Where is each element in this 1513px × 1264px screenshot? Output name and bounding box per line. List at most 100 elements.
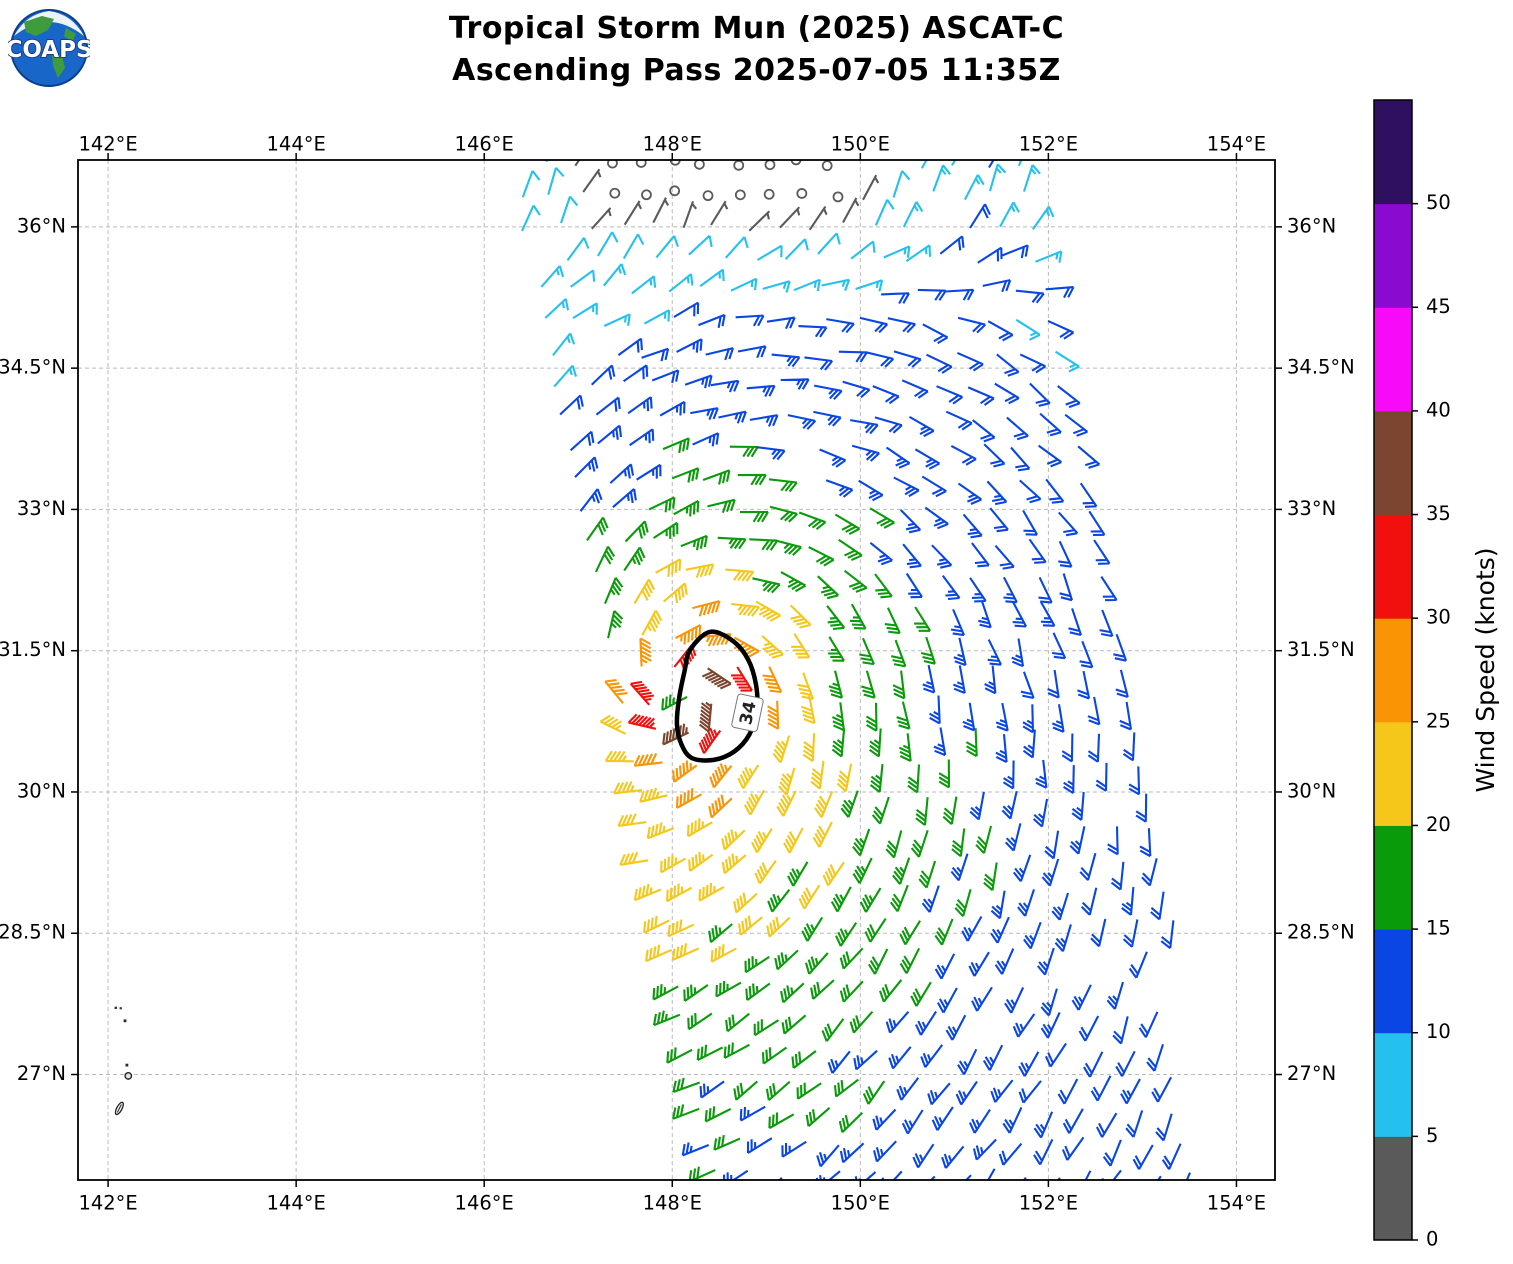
wind-barb <box>688 1166 716 1180</box>
wind-barb <box>892 170 911 198</box>
wind-barb <box>1095 762 1108 792</box>
calm-circle <box>607 160 618 169</box>
wind-barb <box>869 507 895 529</box>
wind-barb <box>793 278 821 292</box>
wind-barb <box>739 510 769 523</box>
wind-barb <box>780 571 807 593</box>
wind-barb <box>1001 244 1029 259</box>
wind-barb <box>671 467 700 483</box>
x-tick-label-top: 142°E <box>78 133 137 156</box>
wind-barb <box>956 351 984 372</box>
wind-barb <box>920 160 928 169</box>
wind-barb <box>1002 1107 1023 1134</box>
wind-barb <box>874 416 903 434</box>
colorbar-band <box>1374 1136 1412 1241</box>
wind-barb <box>816 1144 840 1168</box>
wind-barb <box>708 923 733 943</box>
wind-barb <box>938 759 951 789</box>
wind-barb <box>756 244 783 261</box>
wind-barb <box>1015 289 1045 304</box>
colorbar-axis-label: Wind Speed (knots) <box>1471 547 1500 792</box>
wind-barb <box>851 1171 877 1180</box>
wind-barb <box>951 828 966 858</box>
wind-barb <box>655 558 682 577</box>
wind-barb <box>771 353 801 368</box>
wind-barb <box>1063 765 1075 794</box>
wind-barb <box>648 496 676 513</box>
wind-barb <box>738 915 763 936</box>
wind-barb <box>617 813 647 827</box>
wind-barb <box>673 301 700 318</box>
calm-circle <box>821 160 833 172</box>
wind-barb <box>781 1014 807 1035</box>
wind-barb <box>612 488 637 508</box>
wind-barb <box>739 1105 766 1122</box>
wind-barb <box>619 851 649 866</box>
wind-barb <box>559 394 584 416</box>
wind-barb <box>604 577 624 605</box>
wind-barb <box>547 167 565 195</box>
wind-barb <box>865 351 895 368</box>
wind-barb <box>629 428 655 447</box>
wind-barb <box>869 763 884 793</box>
wind-barb <box>872 1140 897 1163</box>
wind-barb <box>761 1046 788 1065</box>
wind-barb <box>1054 924 1072 952</box>
wind-barb <box>671 943 699 961</box>
wind-barb <box>672 760 698 783</box>
wind-barb <box>789 604 812 629</box>
wind-barb <box>995 702 1009 732</box>
wind-barb <box>896 1077 920 1101</box>
wind-barb <box>688 852 714 872</box>
wind-barb <box>1095 1112 1118 1138</box>
x-tick-label-bottom: 148°E <box>643 1192 702 1215</box>
wind-barb <box>1121 886 1135 916</box>
wind-barb <box>898 733 912 762</box>
wind-barb <box>1057 385 1081 409</box>
x-tick-label-bottom: 154°E <box>1207 1192 1266 1215</box>
wind-barb <box>950 853 969 882</box>
wind-barb <box>874 573 893 599</box>
chart-title-line1: Tropical Storm Mun (2025) ASCAT-C <box>448 11 1065 46</box>
wind-barb <box>932 164 951 192</box>
wind-barb <box>787 414 817 430</box>
wind-barb <box>781 1140 807 1158</box>
wind-barb <box>574 456 599 478</box>
calm-circle <box>832 191 844 203</box>
axis-tick-labels: 142°E 142°E 144°E 144°E 146°E 146°E 148°E 148°E… <box>0 133 1355 1215</box>
x-tick-label-top: 148°E <box>643 133 702 156</box>
colorbar-band <box>1374 825 1412 930</box>
wind-barb <box>831 728 846 758</box>
wind-barb <box>767 888 791 913</box>
wind-barb <box>988 160 995 169</box>
wind-barb <box>1090 1075 1112 1102</box>
wind-barb <box>872 385 900 405</box>
wind-barb <box>692 432 720 447</box>
wind-barb <box>921 475 947 498</box>
wind-barb <box>1090 918 1107 948</box>
wind-barb <box>899 509 922 534</box>
wind-barb <box>955 1080 978 1106</box>
wind-barb <box>858 479 884 502</box>
wind-barb <box>912 1143 935 1169</box>
wind-barb <box>666 1047 693 1064</box>
wind-barb <box>748 210 771 232</box>
wind-barb <box>683 984 709 1002</box>
calm-circle <box>764 160 776 171</box>
wind-barb <box>998 1142 1023 1166</box>
wind-barb <box>1019 479 1042 504</box>
calm-circle <box>702 190 714 202</box>
wind-barb <box>885 446 911 469</box>
wind-barb <box>804 952 829 975</box>
wind-barb <box>690 407 719 420</box>
wind-barb <box>1045 286 1075 299</box>
wind-barb <box>868 948 889 975</box>
wind-barb <box>808 546 835 567</box>
wind-barb <box>1035 250 1063 263</box>
wind-barb <box>972 419 996 443</box>
wind-barb <box>1004 987 1025 1014</box>
wind-barb <box>591 207 612 230</box>
wind-barb <box>814 384 843 401</box>
wind-barb <box>1077 445 1101 469</box>
wind-barb <box>1084 1170 1092 1180</box>
